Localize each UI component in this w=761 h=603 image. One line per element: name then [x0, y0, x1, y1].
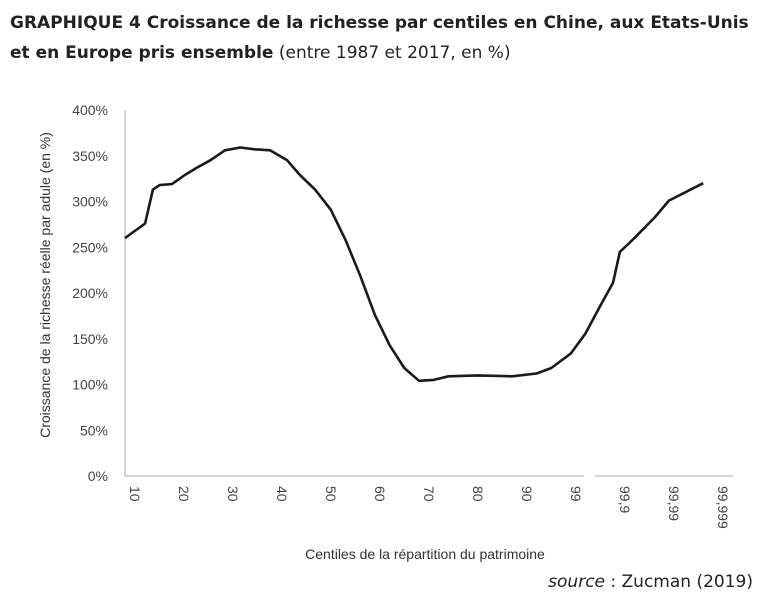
series-line [124, 146, 704, 383]
x-tick-label: 50 [323, 486, 339, 502]
x-tick-label: 99,9 [617, 486, 633, 513]
title-bold: GRAPHIQUE 4 Croissance de la richesse pa… [10, 13, 749, 63]
y-tick-label: 250% [72, 239, 108, 255]
y-tick-label: 0% [88, 468, 108, 484]
source-note: source : Zucman (2019) [548, 572, 753, 592]
y-tick-label: 400% [72, 102, 108, 118]
source-text: : Zucman (2019) [605, 572, 753, 592]
y-tick-label: 350% [72, 148, 108, 164]
y-axis-label: Croissance de la richesse réelle par adu… [37, 132, 53, 438]
x-tick-label: 70 [421, 486, 437, 502]
x-tick-label: 99,99 [666, 486, 682, 521]
x-tick-label: 80 [470, 486, 486, 502]
chart-title: GRAPHIQUE 4 Croissance de la richesse pa… [10, 8, 755, 68]
y-tick-label: 100% [72, 377, 108, 393]
x-tick-label: 20 [176, 486, 192, 502]
x-tick-label: 60 [372, 486, 388, 502]
y-tick-label: 50% [80, 422, 108, 438]
x-tick-label: 40 [274, 486, 290, 502]
x-tick-label: 10 [127, 486, 143, 502]
x-tick-label: 99,999 [715, 486, 731, 529]
x-tick-label: 30 [225, 486, 241, 502]
x-tick-label: 99 [568, 486, 584, 502]
title-subtitle: (entre 1987 et 2017, en %) [273, 43, 511, 63]
y-tick-label: 300% [72, 194, 108, 210]
y-tick-label: 200% [72, 285, 108, 301]
source-label: source [548, 572, 605, 592]
x-tick-label: 90 [519, 486, 535, 502]
x-axis-label: Centiles de la répartition du patrimoine [305, 546, 545, 562]
y-tick-label: 150% [72, 331, 108, 347]
